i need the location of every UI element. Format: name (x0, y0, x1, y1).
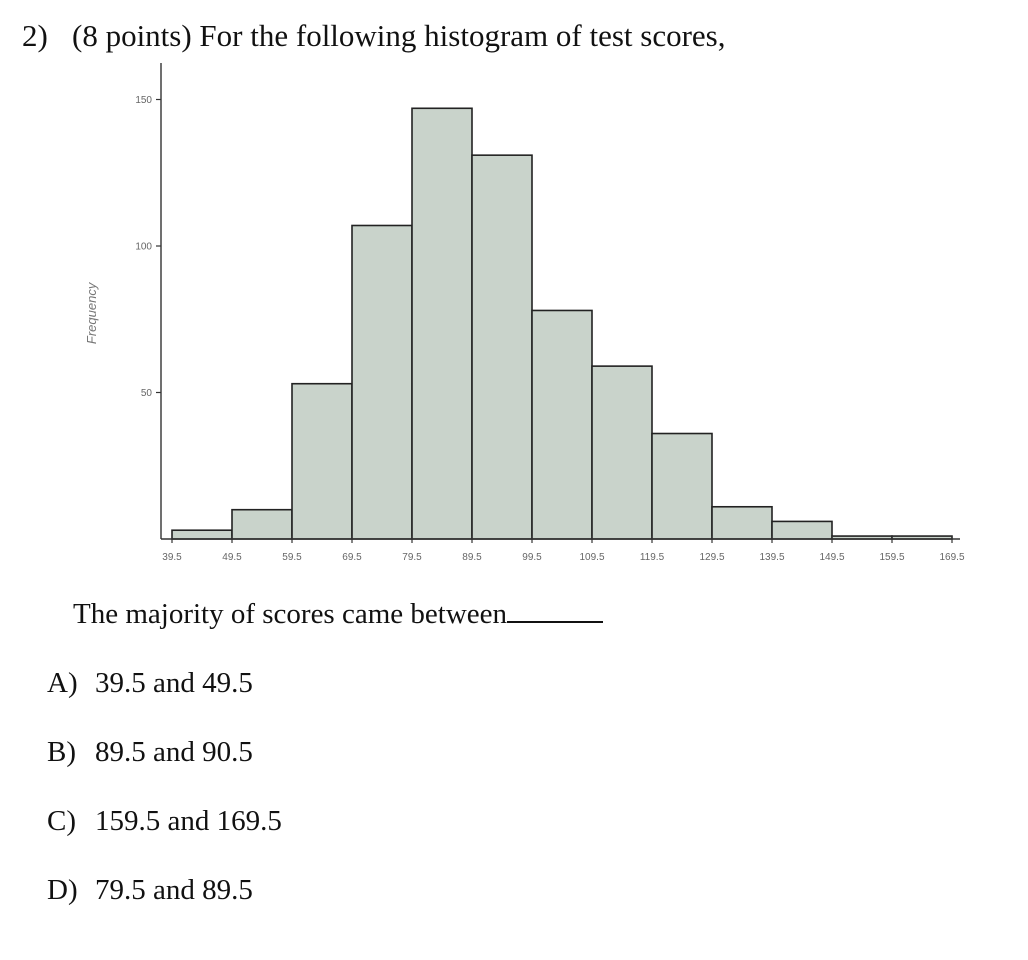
histogram-bar (531, 309, 593, 540)
histogram-bar (231, 508, 293, 540)
x-tick-label: 59.5 (282, 552, 302, 563)
choice-letter: D) (47, 874, 78, 906)
histogram-bar (711, 505, 773, 540)
prompt-text: The majority of scores came between (73, 598, 508, 630)
x-tick-label: 169.5 (939, 552, 964, 563)
chart-axes (156, 63, 960, 543)
y-tick-label: 50 (141, 388, 153, 399)
choice-text: 39.5 and 49.5 (95, 667, 253, 699)
choice-a[interactable]: A) 39.5 and 49.5 (47, 667, 253, 700)
x-tick-label: 139.5 (759, 552, 784, 563)
question-header: 2) (8 points) For the following histogram… (22, 18, 726, 54)
x-tick-label: 149.5 (819, 552, 844, 563)
choice-d[interactable]: D) 79.5 and 89.5 (47, 874, 253, 907)
x-tick-label: 159.5 (879, 552, 904, 563)
choice-letter: B) (47, 736, 76, 768)
choice-letter: C) (47, 805, 76, 837)
choice-text: 79.5 and 89.5 (95, 874, 253, 906)
y-tick-label: 100 (135, 242, 152, 253)
x-tick-label: 39.5 (162, 552, 182, 563)
x-tick-label: 99.5 (522, 552, 542, 563)
y-tick-label: 150 (135, 95, 152, 106)
x-tick-label: 49.5 (222, 552, 242, 563)
histogram-bar (651, 432, 713, 540)
choice-c[interactable]: C) 159.5 and 169.5 (47, 805, 282, 838)
question-prompt: The majority of scores came between (73, 598, 604, 631)
histogram-bar (771, 520, 833, 540)
question-number: 2) (22, 18, 48, 53)
histogram-chart: 50 100 150 39.5 49.5 59.5 69.5 79.5 89.5 99.5 109.… (84, 63, 965, 563)
histogram-bar (351, 224, 413, 540)
x-tick-label: 119.5 (640, 552, 665, 563)
x-tick-label: 79.5 (402, 552, 422, 563)
choice-text: 159.5 and 169.5 (95, 805, 282, 837)
y-axis-title: Frequency (84, 281, 99, 344)
choice-letter: A) (47, 667, 78, 699)
histogram-bar (171, 529, 233, 540)
choice-b[interactable]: B) 89.5 and 90.5 (47, 736, 253, 769)
histogram-bar (291, 382, 353, 540)
x-tick-label: 129.5 (699, 552, 724, 563)
x-tick-label: 69.5 (342, 552, 362, 563)
x-tick-label: 89.5 (462, 552, 482, 563)
histogram-bar (411, 107, 473, 540)
choice-text: 89.5 and 90.5 (95, 736, 253, 768)
question-text: (8 points) For the following histogram o… (72, 18, 726, 53)
histogram-bar (591, 365, 653, 540)
chart-labels: 50 100 150 39.5 49.5 59.5 69.5 79.5 89.5 99.5 109.… (84, 95, 965, 563)
histogram-bars (171, 107, 953, 540)
x-tick-label: 109.5 (579, 552, 604, 563)
answer-blank (507, 599, 604, 623)
histogram-bar (471, 154, 533, 540)
